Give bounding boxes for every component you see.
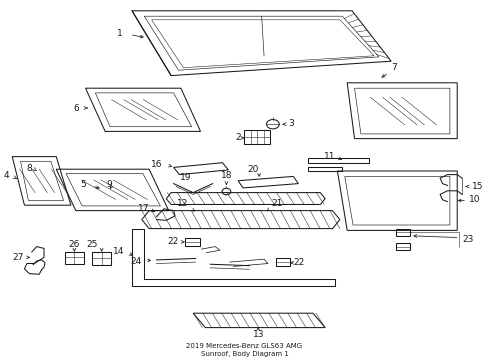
Bar (92, 252, 111, 265)
Text: 27: 27 (12, 253, 23, 262)
Text: 17: 17 (137, 204, 149, 213)
Text: 8: 8 (26, 163, 32, 172)
Text: 24: 24 (130, 257, 142, 266)
Text: 10: 10 (468, 195, 480, 204)
Text: 3: 3 (288, 119, 294, 128)
Text: 20: 20 (246, 165, 258, 174)
Text: 25: 25 (86, 240, 98, 249)
Bar (64, 252, 84, 264)
Text: 15: 15 (471, 182, 483, 191)
Text: 2: 2 (234, 133, 240, 142)
Text: 22: 22 (293, 258, 304, 267)
Text: 19: 19 (180, 173, 191, 182)
Bar (395, 243, 409, 250)
Text: 1: 1 (116, 29, 122, 38)
Text: 4: 4 (3, 171, 9, 180)
Bar (184, 238, 199, 246)
Text: 26: 26 (68, 240, 80, 249)
Text: 2019 Mercedes-Benz GLS63 AMG: 2019 Mercedes-Benz GLS63 AMG (186, 343, 302, 349)
Text: Sunroof, Body Diagram 1: Sunroof, Body Diagram 1 (200, 351, 288, 356)
Text: 14: 14 (113, 248, 124, 256)
Text: 22: 22 (167, 238, 178, 246)
Text: 23: 23 (461, 235, 472, 244)
Text: 7: 7 (390, 63, 396, 72)
Text: 21: 21 (271, 199, 282, 208)
Text: 12: 12 (177, 199, 188, 208)
Bar (395, 229, 409, 236)
Text: 5: 5 (80, 180, 85, 189)
Bar (244, 130, 269, 144)
Text: 6: 6 (73, 104, 79, 112)
Bar (276, 258, 289, 266)
Text: 9: 9 (106, 180, 112, 189)
Text: 18: 18 (220, 171, 232, 180)
Text: 13: 13 (253, 330, 264, 339)
Text: 16: 16 (150, 161, 162, 169)
Text: 11: 11 (323, 152, 334, 161)
